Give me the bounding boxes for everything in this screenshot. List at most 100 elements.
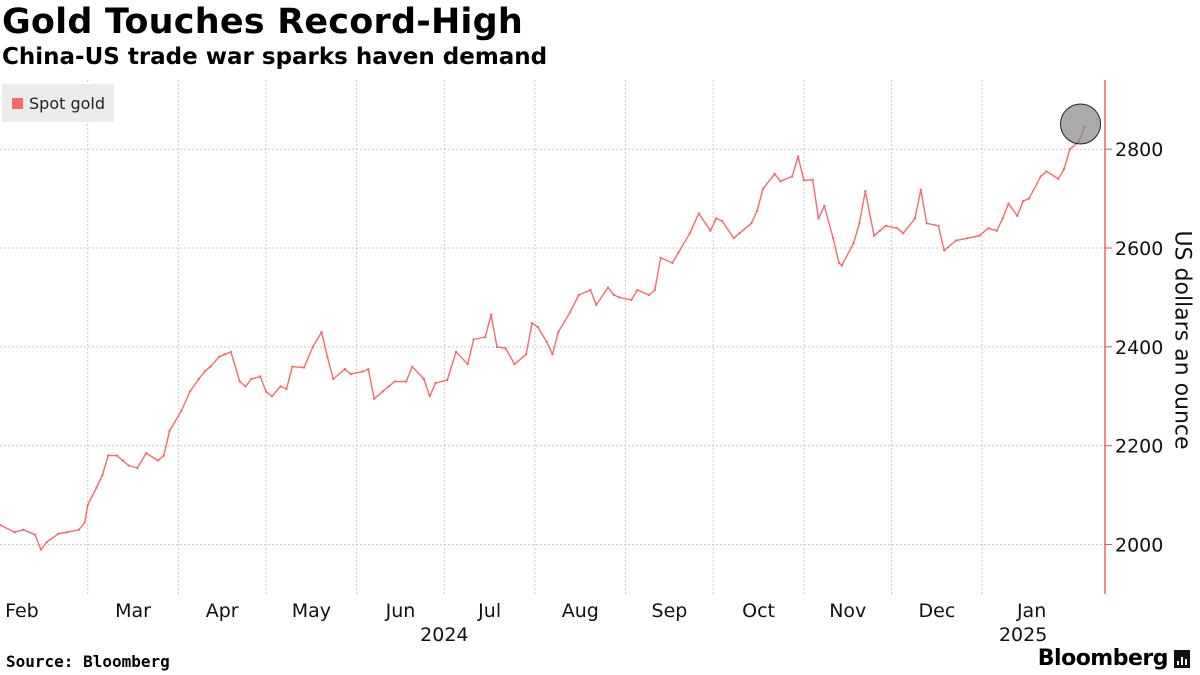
data-point-12 [101, 474, 104, 477]
data-point-24 [197, 377, 200, 381]
data-point-42 [326, 355, 329, 358]
data-point-98 [791, 175, 794, 178]
data-point-89 [715, 217, 718, 220]
data-point-130 [1039, 175, 1042, 178]
data-point-47 [367, 367, 370, 371]
data-point-67 [530, 322, 534, 325]
data-point-66 [525, 353, 528, 356]
y-tick-label-2400: 2400 [1115, 337, 1163, 359]
source-note: Source: Bloomberg [6, 652, 170, 671]
data-point-71 [557, 330, 560, 334]
y-tick-label-2000: 2000 [1115, 535, 1163, 557]
data-point-83 [659, 256, 662, 260]
data-point-36 [279, 385, 282, 388]
data-point-4 [39, 548, 43, 551]
x-axis-labels: Feb Mar Apr May Jun Jul Aug Sep Oct Nov Dec Jan 2024… [5, 600, 1047, 646]
data-point-8 [77, 528, 81, 531]
data-point-49 [381, 390, 385, 393]
data-point-123 [986, 227, 990, 230]
data-point-126 [1007, 202, 1010, 205]
data-point-25 [203, 370, 206, 373]
brand-wordmark: Bloomberg [1037, 646, 1169, 671]
data-point-112 [884, 224, 887, 227]
data-point-11 [95, 486, 98, 489]
data-point-74 [589, 288, 592, 292]
x-tick-label-aug: Aug [562, 600, 599, 622]
x-tick-label-jan: Jan [1016, 600, 1046, 622]
data-point-97 [779, 180, 782, 183]
chart-subtitle: China-US trade war sparks haven demand [2, 44, 548, 70]
legend-swatch-spot-gold [12, 97, 23, 109]
data-point-7 [66, 531, 69, 534]
data-point-131 [1045, 170, 1048, 173]
data-point-107 [852, 241, 855, 245]
data-point-117 [925, 222, 928, 225]
data-point-27 [218, 355, 221, 358]
legend-label-spot-gold: Spot gold [29, 93, 106, 113]
data-point-99 [796, 155, 800, 158]
data-point-125 [1001, 217, 1004, 220]
data-point-14 [115, 454, 119, 457]
data-point-86 [688, 232, 692, 235]
data-point-124 [995, 229, 998, 232]
data-point-64 [504, 347, 507, 350]
data-point-58 [454, 350, 458, 353]
data-point-2 [22, 528, 25, 531]
x-tick-label-oct: Oct [742, 600, 775, 622]
data-point-69 [545, 340, 548, 344]
data-point-17 [136, 466, 139, 470]
y-tick-label-2600: 2600 [1115, 238, 1163, 260]
data-point-63 [495, 345, 499, 349]
data-point-114 [902, 232, 905, 235]
data-point-46 [361, 370, 364, 373]
data-point-43 [332, 377, 335, 381]
data-point-40 [311, 345, 314, 349]
data-point-101 [811, 178, 814, 181]
data-point-121 [966, 237, 969, 240]
data-point-34 [264, 390, 268, 393]
data-point-70 [551, 353, 554, 356]
data-point-104 [831, 237, 835, 240]
data-point-9 [83, 521, 87, 524]
data-point-54 [422, 377, 426, 381]
data-point-0 [0, 523, 2, 526]
data-point-60 [472, 338, 475, 341]
data-point-1 [13, 531, 16, 534]
x-tick-label-may: May [292, 600, 331, 622]
brand-logo: Bloomberg [1038, 646, 1190, 671]
data-point-53 [411, 365, 414, 368]
chart-title: Gold Touches Record-High [2, 2, 523, 42]
data-point-26 [209, 365, 212, 368]
x-tick-label-apr: Apr [206, 600, 239, 622]
data-point-75 [595, 303, 598, 307]
x-year-label-2025: 2025 [999, 624, 1047, 646]
data-point-88 [709, 229, 712, 232]
data-point-56 [434, 381, 437, 385]
legend: Spot gold [2, 84, 114, 122]
data-point-122 [978, 234, 981, 237]
data-point-44 [343, 367, 347, 371]
data-point-59 [466, 363, 469, 366]
data-point-95 [761, 187, 765, 190]
data-point-108 [858, 222, 861, 225]
data-point-52 [405, 380, 408, 383]
x-tick-label-nov: Nov [829, 600, 866, 622]
data-point-106 [840, 264, 844, 267]
data-point-31 [244, 385, 247, 388]
data-point-33 [259, 375, 262, 378]
data-point-73 [577, 293, 580, 297]
data-point-111 [878, 229, 882, 232]
data-point-35 [270, 395, 274, 398]
data-point-41 [320, 330, 323, 334]
data-point-39 [302, 366, 306, 369]
data-point-15 [121, 459, 125, 462]
data-point-18 [145, 451, 148, 455]
data-point-6 [57, 532, 60, 535]
data-point-110 [872, 234, 876, 237]
data-point-3 [33, 533, 37, 536]
data-point-61 [484, 335, 487, 339]
data-point-132 [1057, 177, 1060, 180]
data-point-13 [107, 454, 110, 457]
data-point-113 [896, 227, 899, 230]
